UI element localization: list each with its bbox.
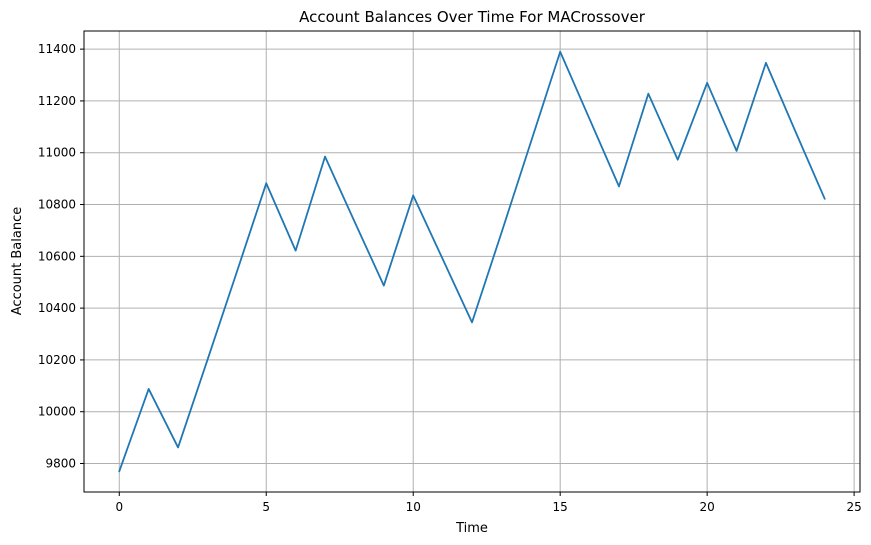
plot-frame [83,30,861,493]
x-axis-label: Time [455,521,488,536]
chart-title: Account Balances Over Time For MACrossov… [299,8,646,26]
y-tick-label-2: 10200 [38,353,76,367]
y-tick-label-1: 10000 [38,405,76,419]
y-tick-label-4: 10600 [38,249,76,263]
y-tick-label-7: 11200 [38,94,76,108]
x-tick-label-3: 15 [553,500,568,514]
y-tick-label-6: 11000 [38,146,76,160]
y-tick-label-5: 10800 [38,198,76,212]
y-tick-label-3: 10400 [38,301,76,315]
y-tick-label-0: 9800 [45,457,76,471]
grid-lines [84,31,860,492]
series-line-0 [118,50,826,473]
y-axis-label: Account Balance [10,207,25,315]
x-tick-label-2: 10 [406,500,421,514]
series-layer [118,50,826,473]
y-tick-label-8: 11400 [38,42,76,56]
x-tick-label-5: 25 [846,500,861,514]
tick-layer: 0 5 10 15 20 25 9800 10000 10200 10400 10600 10800 1… [38,42,862,514]
x-tick-label-0: 0 [115,500,123,514]
x-tick-label-4: 20 [700,500,715,514]
x-tick-label-1: 5 [262,500,270,514]
